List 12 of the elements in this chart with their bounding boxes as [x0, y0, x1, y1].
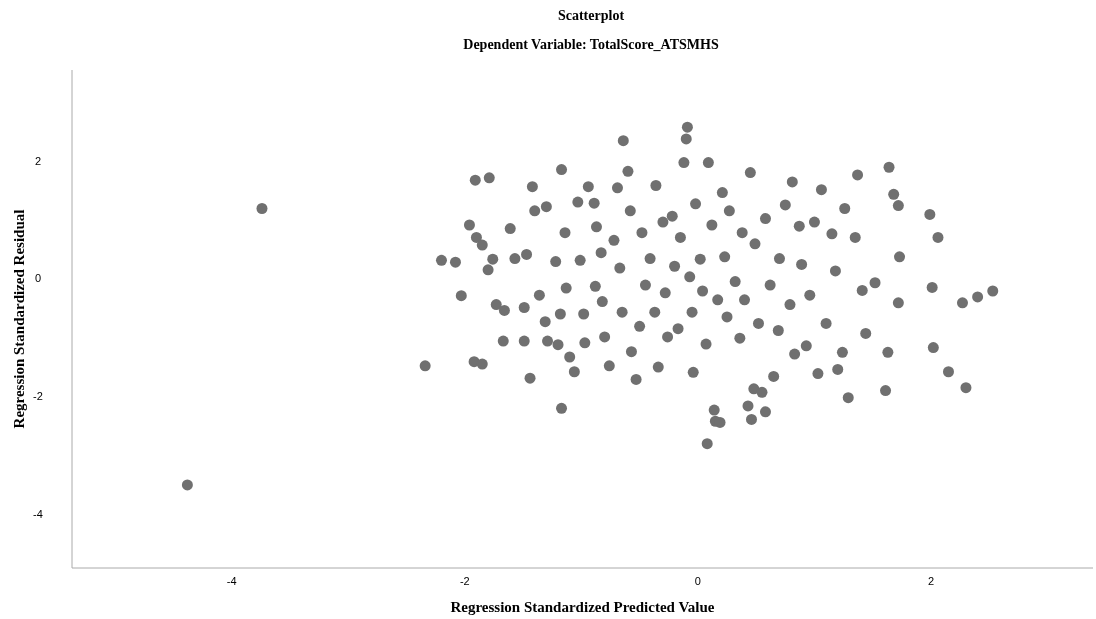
chart-subtitle: Dependent Variable: TotalScore_ATSMHS	[463, 37, 719, 52]
y-tick-label: -4	[33, 508, 43, 521]
chart-title: Scatterplot	[557, 8, 625, 23]
x-tick-label: -2	[459, 575, 470, 587]
y-tick-label: -2	[33, 390, 43, 403]
y-tick-label: 0	[34, 272, 42, 285]
x-tick-label: 0	[694, 575, 701, 587]
x-axis-title: Regression Standardized Predicted Value	[450, 599, 715, 615]
y-axis-title: Regression Standardized Residual	[11, 209, 27, 429]
x-tick-label: -4	[226, 575, 237, 587]
x-tick-label: 2	[927, 575, 935, 587]
y-tick-label: 2	[34, 154, 42, 167]
